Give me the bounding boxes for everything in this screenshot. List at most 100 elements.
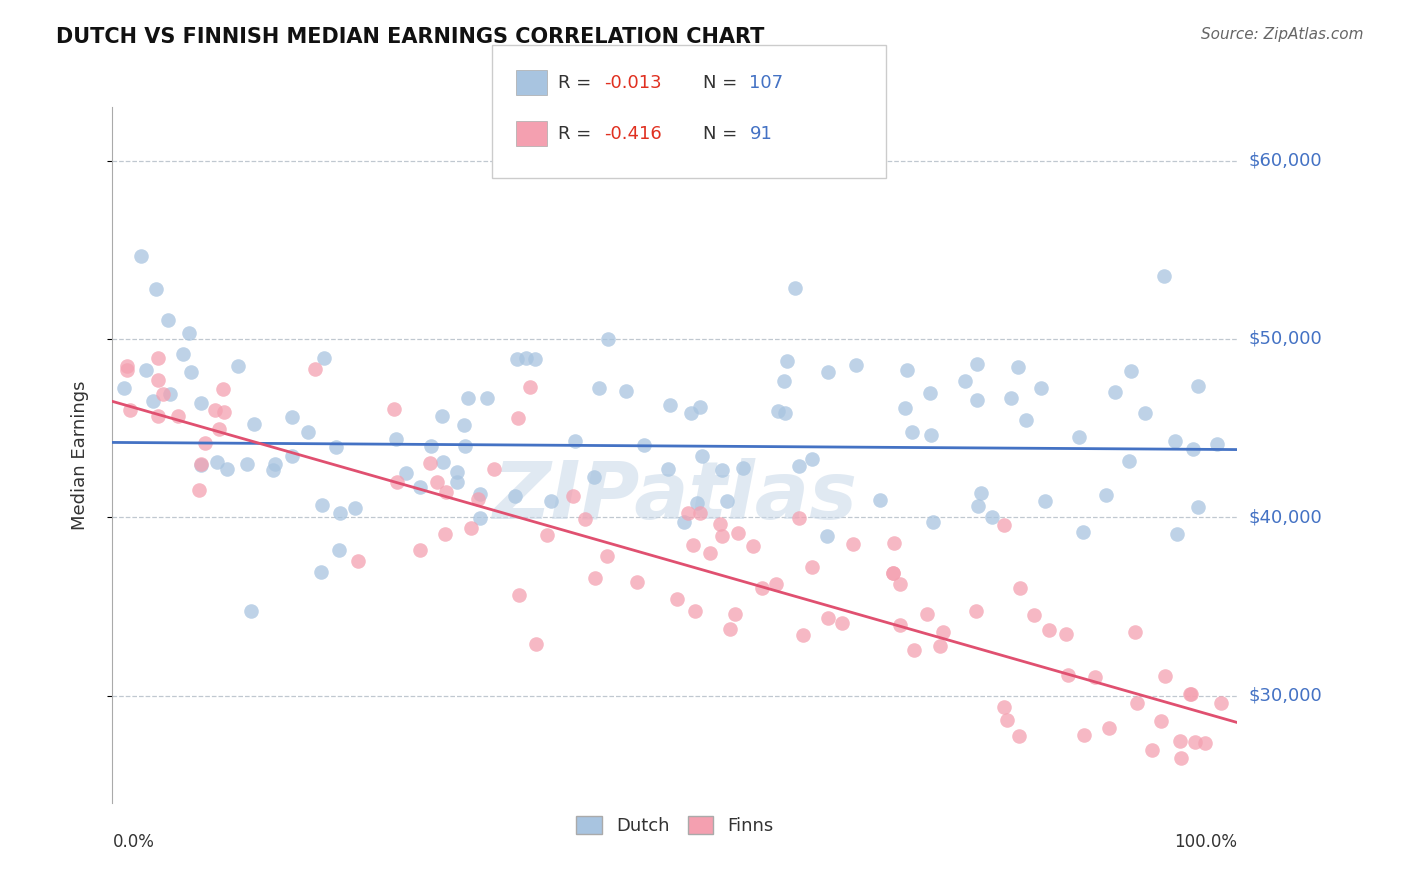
Point: [1154, 669, 1177, 683]
Point: [1194, 736, 1216, 750]
Point: [146, 351, 169, 365]
Point: [817, 611, 839, 625]
Point: [115, 359, 138, 373]
Point: [901, 425, 924, 439]
Point: [801, 452, 824, 467]
Point: [1010, 581, 1032, 595]
Point: [172, 347, 194, 361]
Point: [711, 463, 734, 477]
Point: [432, 455, 454, 469]
Point: [718, 623, 741, 637]
Point: [967, 499, 990, 513]
Point: [142, 393, 165, 408]
Point: [212, 405, 235, 419]
Point: [882, 566, 904, 581]
Point: [1123, 625, 1146, 640]
Point: [1098, 721, 1121, 735]
Point: [146, 409, 169, 424]
Point: [817, 365, 839, 379]
Point: [564, 434, 586, 449]
Point: [574, 512, 596, 526]
Point: [727, 526, 749, 541]
Point: [787, 510, 810, 524]
Legend: Dutch, Finns: Dutch, Finns: [569, 809, 780, 842]
Y-axis label: Median Earnings: Median Earnings: [70, 380, 89, 530]
Point: [966, 357, 988, 371]
Point: [932, 625, 955, 640]
Point: [419, 456, 441, 470]
Point: [831, 616, 853, 631]
Point: [190, 396, 212, 410]
Point: [508, 588, 530, 602]
Point: [1133, 406, 1156, 420]
Point: [304, 362, 326, 376]
Point: [673, 516, 696, 530]
Point: [311, 498, 333, 512]
Point: [236, 457, 259, 471]
Point: [204, 403, 226, 417]
Point: [328, 543, 350, 558]
Point: [454, 439, 477, 453]
Point: [883, 536, 905, 550]
Point: [894, 401, 917, 415]
Point: [692, 449, 714, 463]
Point: [1178, 687, 1201, 701]
Point: [1206, 437, 1229, 451]
Point: [506, 352, 529, 367]
Point: [689, 401, 711, 415]
Point: [920, 428, 942, 442]
Point: [588, 381, 610, 395]
Point: [505, 489, 527, 503]
Point: [711, 529, 734, 543]
Point: [434, 485, 457, 500]
Point: [515, 351, 537, 365]
Point: [896, 363, 918, 377]
Point: [741, 539, 763, 553]
Point: [212, 382, 235, 396]
Point: [343, 500, 366, 515]
Point: [540, 494, 562, 508]
Point: [1126, 696, 1149, 710]
Point: [166, 409, 188, 423]
Point: [773, 406, 796, 420]
Point: [596, 549, 619, 563]
Point: [281, 449, 304, 463]
Point: [1038, 623, 1060, 637]
Point: [882, 566, 904, 580]
Point: [716, 494, 738, 508]
Point: [915, 607, 938, 621]
Point: [190, 458, 212, 472]
Point: [385, 475, 408, 489]
Point: [467, 491, 489, 506]
Point: [524, 637, 547, 651]
Text: $30,000: $30,000: [1249, 687, 1322, 705]
Point: [598, 332, 620, 346]
Point: [457, 391, 479, 405]
Point: [1033, 493, 1056, 508]
Text: 107: 107: [749, 74, 783, 92]
Point: [889, 618, 911, 632]
Point: [426, 475, 449, 489]
Point: [614, 384, 637, 399]
Point: [420, 438, 443, 452]
Point: [115, 363, 138, 377]
Point: [446, 475, 468, 489]
Point: [329, 506, 352, 520]
Point: [665, 592, 688, 607]
Point: [970, 486, 993, 500]
Point: [434, 526, 457, 541]
Point: [1015, 413, 1038, 427]
Point: [1164, 434, 1187, 448]
Point: [1071, 524, 1094, 539]
Point: [446, 465, 468, 479]
Point: [1182, 442, 1205, 456]
Point: [519, 380, 541, 394]
Point: [1187, 378, 1209, 392]
Point: [187, 483, 209, 498]
Point: [347, 554, 370, 568]
Text: ZIPatlas: ZIPatlas: [492, 458, 858, 536]
Point: [733, 461, 755, 475]
Text: 91: 91: [749, 125, 772, 143]
Point: [995, 713, 1018, 727]
Point: [965, 604, 987, 618]
